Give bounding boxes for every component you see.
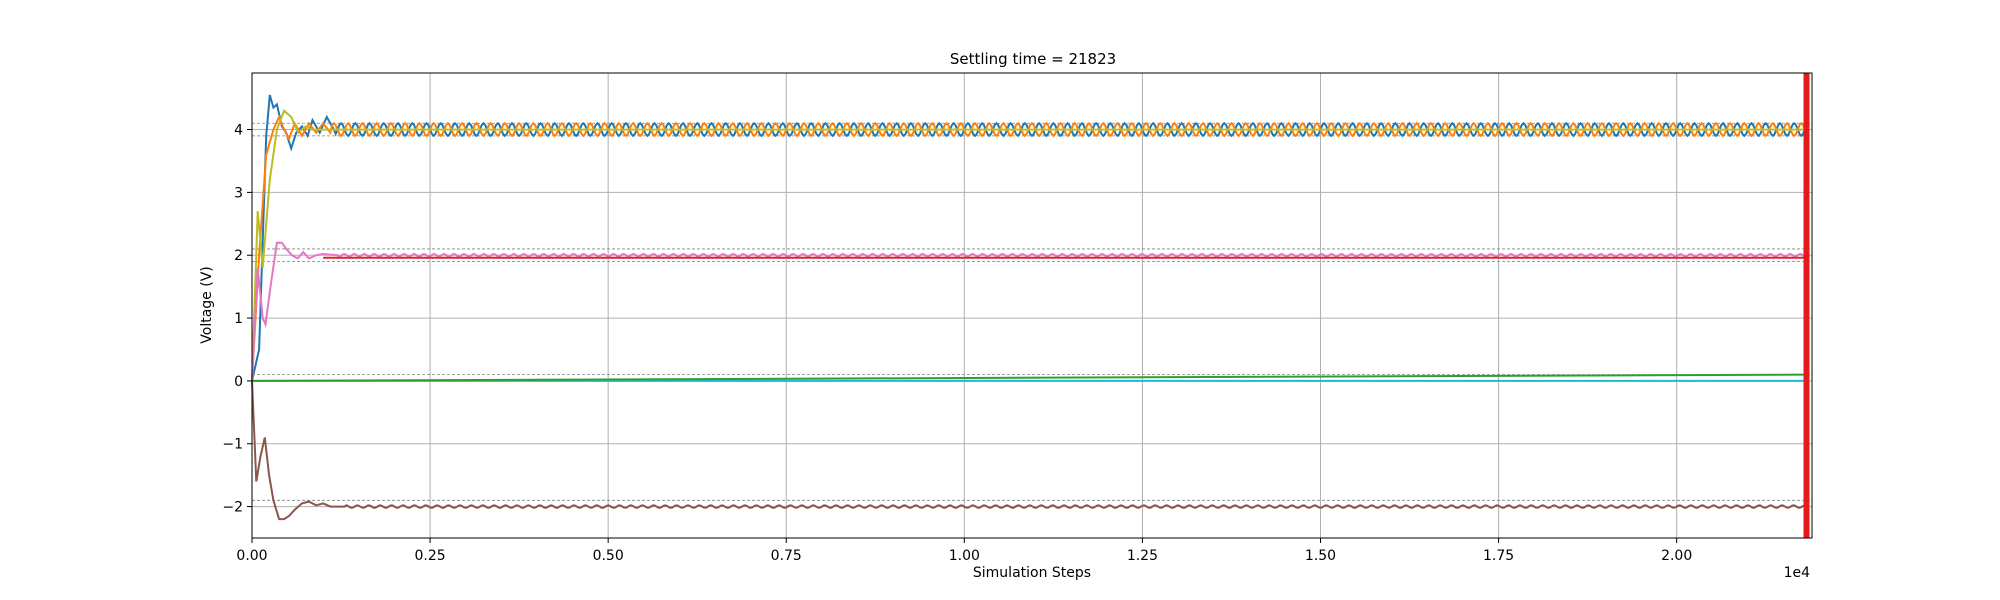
settling-time-marker: [1803, 73, 1810, 538]
chart-title: Settling time = 21823: [950, 50, 1116, 68]
x-tick-label: 1.00: [949, 548, 980, 564]
settling-marker: [1803, 73, 1810, 538]
x-axis-label: Simulation Steps: [973, 565, 1091, 581]
y-axis-ticks: −2 −1 0 1 2 3 4: [222, 123, 252, 516]
series-lines: [251, 94, 1806, 521]
series-line-2: [251, 108, 1805, 381]
x-tick-label: 1.50: [1305, 548, 1336, 564]
y-tick-label: −1: [222, 437, 243, 453]
x-tick-label: 1.25: [1127, 548, 1158, 564]
y-tick-label: 1: [234, 311, 243, 327]
y-axis-label: Voltage (V): [199, 266, 215, 343]
series-line-7: [251, 380, 1806, 521]
y-tick-label: 3: [234, 185, 243, 201]
x-tick-label: 1.75: [1483, 548, 1514, 564]
series-line-0: [251, 94, 1806, 382]
y-tick-label: 4: [234, 123, 243, 139]
x-tick-label: 0.25: [414, 548, 445, 564]
x-axis-ticks: 0.00 0.25 0.50 0.75 1.00 1.25 1.50 1.75 2.00: [236, 538, 1692, 564]
x-tick-label: 2.00: [1661, 548, 1692, 564]
x-axis-scale: 1e4: [1784, 565, 1811, 581]
x-tick-label: 0.50: [593, 548, 624, 564]
series-line-3: [251, 241, 1806, 381]
grid-lines: [251, 73, 1812, 538]
x-tick-label: 0.00: [236, 548, 267, 564]
y-tick-label: 2: [234, 248, 243, 264]
y-tick-label: −2: [222, 500, 243, 516]
plot-frame: [251, 72, 1813, 539]
x-tick-label: 0.75: [771, 548, 802, 564]
series-line-6: [251, 373, 1805, 382]
y-tick-label: 0: [234, 374, 243, 390]
